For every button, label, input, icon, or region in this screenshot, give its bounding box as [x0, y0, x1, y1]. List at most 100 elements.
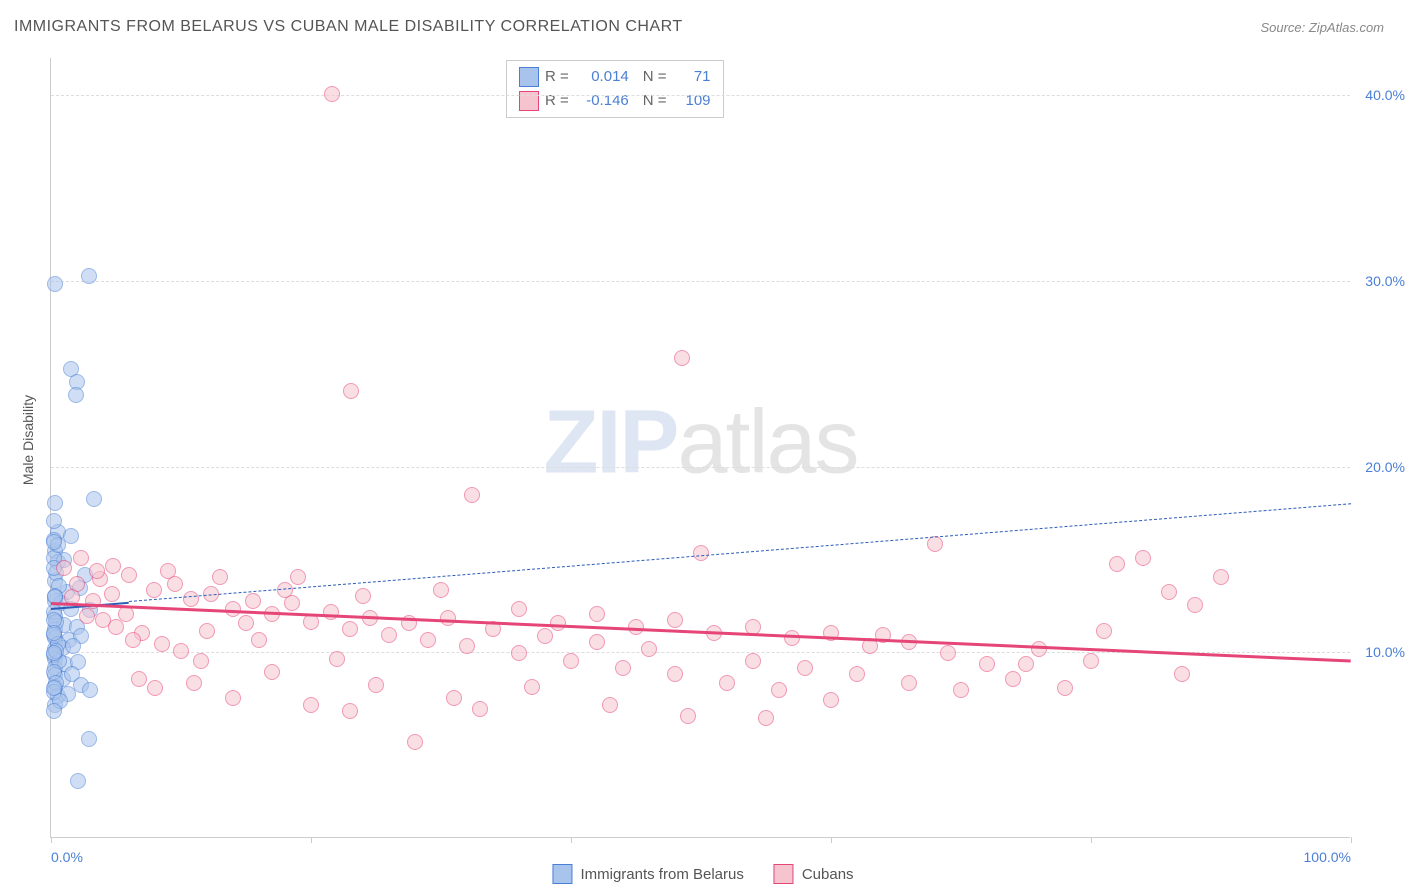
scatter-point — [355, 588, 371, 604]
scatter-point — [524, 679, 540, 695]
gridline — [51, 281, 1350, 282]
scatter-point — [105, 558, 121, 574]
scatter-point — [323, 604, 339, 620]
chart-source: Source: ZipAtlas.com — [1260, 20, 1384, 35]
stats-r-label: R = — [545, 65, 569, 89]
scatter-point — [342, 621, 358, 637]
scatter-point — [183, 591, 199, 607]
legend-swatch — [552, 864, 572, 884]
scatter-point — [154, 636, 170, 652]
scatter-point — [420, 632, 436, 648]
scatter-point — [407, 734, 423, 750]
scatter-point — [46, 645, 62, 661]
stats-r-value: -0.146 — [575, 89, 629, 113]
scatter-point — [901, 675, 917, 691]
scatter-point — [563, 653, 579, 669]
scatter-point — [1161, 584, 1177, 600]
y-tick-label: 20.0% — [1355, 459, 1405, 475]
scatter-point — [225, 690, 241, 706]
scatter-point — [602, 697, 618, 713]
scatter-point — [251, 632, 267, 648]
bottom-legend: Immigrants from Belarus Cubans — [552, 864, 853, 884]
scatter-point — [615, 660, 631, 676]
scatter-point — [73, 550, 89, 566]
scatter-point — [745, 653, 761, 669]
scatter-point — [823, 692, 839, 708]
scatter-point — [86, 491, 102, 507]
scatter-point — [212, 569, 228, 585]
scatter-point — [1109, 556, 1125, 572]
x-tick-label: 0.0% — [51, 849, 83, 865]
scatter-point — [680, 708, 696, 724]
scatter-point — [56, 560, 72, 576]
scatter-point — [199, 623, 215, 639]
plot-area: ZIPatlas R =0.014N =71R =-0.146N =109 10… — [50, 58, 1350, 838]
scatter-point — [459, 638, 475, 654]
scatter-point — [46, 513, 62, 529]
scatter-point — [849, 666, 865, 682]
scatter-point — [290, 569, 306, 585]
x-tick — [51, 837, 52, 843]
scatter-point — [771, 682, 787, 698]
scatter-point — [719, 675, 735, 691]
scatter-point — [940, 645, 956, 661]
scatter-point — [693, 545, 709, 561]
scatter-point — [125, 632, 141, 648]
scatter-point — [797, 660, 813, 676]
scatter-point — [343, 383, 359, 399]
scatter-point — [79, 608, 95, 624]
scatter-point — [953, 682, 969, 698]
scatter-point — [674, 350, 690, 366]
scatter-point — [667, 666, 683, 682]
scatter-point — [68, 387, 84, 403]
scatter-point — [238, 615, 254, 631]
scatter-point — [1031, 641, 1047, 657]
scatter-point — [81, 731, 97, 747]
scatter-point — [131, 671, 147, 687]
legend-label: Cubans — [802, 866, 854, 883]
legend-swatch — [519, 67, 539, 87]
stats-legend-box: R =0.014N =71R =-0.146N =109 — [506, 60, 724, 118]
stats-row: R =-0.146N =109 — [519, 89, 711, 113]
scatter-point — [186, 675, 202, 691]
y-tick-label: 10.0% — [1355, 644, 1405, 660]
scatter-point — [82, 682, 98, 698]
scatter-point — [245, 593, 261, 609]
scatter-point — [1174, 666, 1190, 682]
scatter-point — [225, 601, 241, 617]
scatter-point — [1005, 671, 1021, 687]
stats-r-value: 0.014 — [575, 65, 629, 89]
x-tick — [1091, 837, 1092, 843]
stats-n-value: 71 — [673, 65, 711, 89]
scatter-point — [589, 634, 605, 650]
scatter-point — [264, 664, 280, 680]
scatter-point — [46, 534, 62, 550]
scatter-point — [303, 697, 319, 713]
chart-title: IMMIGRANTS FROM BELARUS VS CUBAN MALE DI… — [14, 18, 683, 36]
gridline — [51, 95, 1350, 96]
legend-label: Immigrants from Belarus — [580, 866, 743, 883]
scatter-point — [160, 563, 176, 579]
scatter-point — [440, 610, 456, 626]
scatter-point — [381, 627, 397, 643]
legend-item: Cubans — [774, 864, 854, 884]
scatter-point — [446, 690, 462, 706]
scatter-point — [70, 773, 86, 789]
scatter-point — [511, 645, 527, 661]
scatter-point — [667, 612, 683, 628]
scatter-point — [81, 268, 97, 284]
x-tick — [1351, 837, 1352, 843]
scatter-point — [979, 656, 995, 672]
scatter-point — [89, 563, 105, 579]
x-tick-label: 100.0% — [1304, 849, 1351, 865]
y-tick-label: 30.0% — [1355, 273, 1405, 289]
gridline — [51, 467, 1350, 468]
stats-n-value: 109 — [673, 89, 711, 113]
trend-line — [51, 602, 1351, 663]
scatter-point — [472, 701, 488, 717]
scatter-point — [146, 582, 162, 598]
scatter-point — [511, 601, 527, 617]
scatter-point — [173, 643, 189, 659]
watermark: ZIPatlas — [543, 391, 857, 494]
stats-row: R =0.014N =71 — [519, 65, 711, 89]
